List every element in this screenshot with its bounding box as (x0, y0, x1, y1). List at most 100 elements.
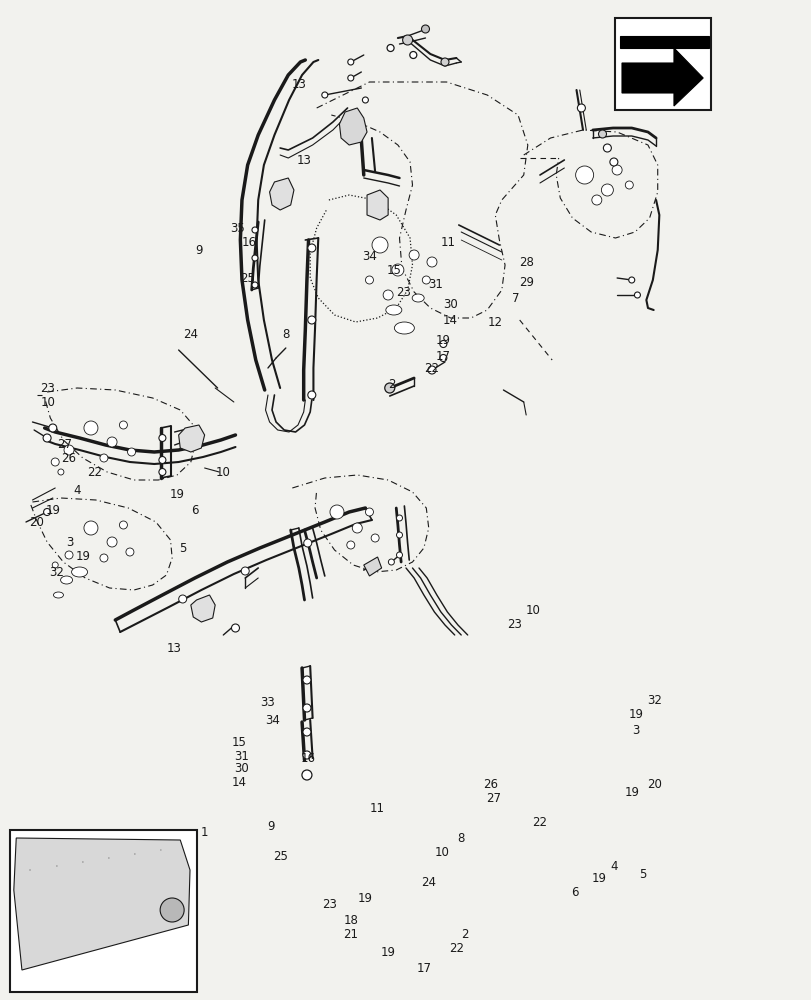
Ellipse shape (385, 305, 401, 315)
Text: 10: 10 (525, 604, 539, 617)
Circle shape (352, 523, 362, 533)
Circle shape (321, 92, 328, 98)
Text: 23: 23 (396, 286, 410, 300)
Text: 9: 9 (267, 820, 275, 834)
Text: 13: 13 (291, 79, 306, 92)
Circle shape (387, 44, 393, 51)
Circle shape (365, 508, 373, 516)
Text: 21: 21 (343, 928, 358, 942)
Circle shape (440, 340, 446, 348)
Circle shape (302, 770, 311, 780)
Circle shape (624, 181, 633, 189)
Circle shape (251, 255, 258, 261)
Text: 24: 24 (183, 328, 198, 342)
Text: 31: 31 (234, 750, 249, 762)
Circle shape (346, 541, 354, 549)
Text: 5: 5 (178, 542, 187, 554)
Circle shape (307, 391, 315, 399)
Polygon shape (14, 838, 190, 970)
Text: 30: 30 (443, 298, 457, 312)
Text: 20: 20 (29, 516, 44, 528)
Text: 5: 5 (638, 867, 646, 880)
Text: 9: 9 (195, 244, 203, 257)
Circle shape (119, 421, 127, 429)
Circle shape (591, 195, 601, 205)
Ellipse shape (412, 294, 423, 302)
Text: 23: 23 (507, 618, 521, 632)
Circle shape (421, 25, 429, 33)
Text: 29: 29 (518, 276, 533, 290)
Circle shape (65, 551, 73, 559)
Text: 12: 12 (487, 316, 502, 330)
Circle shape (628, 277, 634, 283)
Text: 19: 19 (75, 550, 90, 564)
Circle shape (371, 237, 388, 253)
Circle shape (44, 508, 50, 516)
Polygon shape (191, 595, 215, 622)
Circle shape (160, 898, 184, 922)
Circle shape (383, 290, 393, 300)
Text: 17: 17 (416, 962, 431, 974)
Ellipse shape (394, 322, 414, 334)
Text: 28: 28 (518, 256, 533, 269)
Text: 19: 19 (380, 946, 395, 958)
Text: 34: 34 (362, 250, 376, 263)
Circle shape (402, 35, 412, 45)
Polygon shape (178, 425, 204, 452)
Text: 32: 32 (646, 694, 661, 706)
Circle shape (251, 282, 258, 288)
Circle shape (396, 552, 402, 558)
Circle shape (392, 264, 403, 276)
Circle shape (307, 244, 315, 252)
Circle shape (396, 532, 402, 538)
Text: 2: 2 (388, 378, 396, 391)
Ellipse shape (61, 576, 72, 584)
Text: 10: 10 (41, 395, 55, 408)
Text: 34: 34 (265, 714, 280, 726)
Circle shape (384, 383, 394, 393)
Circle shape (329, 505, 344, 519)
Circle shape (100, 454, 108, 462)
Text: 7: 7 (511, 292, 519, 304)
Circle shape (58, 469, 64, 475)
Ellipse shape (54, 592, 63, 598)
Text: 10: 10 (216, 466, 230, 479)
Circle shape (347, 75, 354, 81)
Text: 19: 19 (628, 708, 642, 722)
Text: 6: 6 (191, 504, 199, 518)
Ellipse shape (71, 567, 88, 577)
Polygon shape (339, 108, 367, 145)
Polygon shape (269, 178, 294, 210)
Text: 19: 19 (624, 786, 638, 800)
Circle shape (388, 559, 394, 565)
Circle shape (49, 424, 57, 432)
Circle shape (440, 58, 448, 66)
Circle shape (347, 59, 354, 65)
Text: 3: 3 (66, 536, 74, 550)
Text: 26: 26 (62, 452, 76, 466)
Text: 1: 1 (200, 826, 208, 840)
Circle shape (251, 227, 258, 233)
Text: 22: 22 (532, 816, 547, 830)
Circle shape (64, 445, 74, 455)
Circle shape (362, 97, 368, 103)
Circle shape (241, 567, 249, 575)
Polygon shape (363, 557, 381, 576)
Text: 18: 18 (343, 914, 358, 928)
Text: 19: 19 (358, 892, 372, 906)
Text: 19: 19 (591, 872, 606, 886)
Text: 6: 6 (570, 886, 578, 900)
Text: 14: 14 (443, 314, 457, 328)
Text: 4: 4 (609, 859, 617, 872)
Text: 19: 19 (169, 488, 184, 502)
Text: 14: 14 (231, 776, 246, 788)
Text: 22: 22 (88, 466, 102, 480)
Circle shape (52, 562, 58, 568)
Text: 17: 17 (436, 350, 450, 362)
Circle shape (51, 458, 59, 466)
Circle shape (609, 158, 617, 166)
Circle shape (159, 468, 165, 476)
Circle shape (159, 456, 165, 464)
Text: 8: 8 (457, 832, 465, 844)
Circle shape (371, 534, 379, 542)
